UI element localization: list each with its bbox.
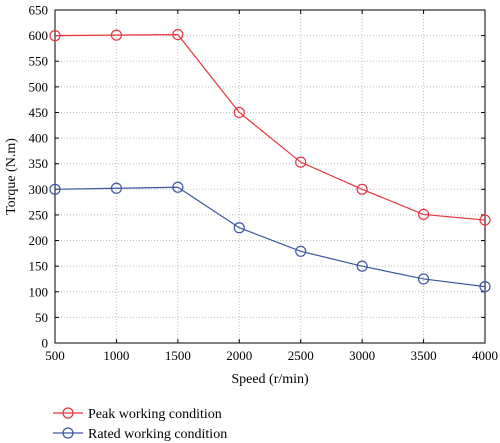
data-point bbox=[233, 222, 245, 234]
y-axis-title: Torque (N.m) bbox=[4, 138, 19, 215]
x-tick-label: 2500 bbox=[288, 348, 314, 363]
y-tick-label: 400 bbox=[29, 131, 49, 146]
series-line-0 bbox=[54, 33, 486, 221]
y-tick-label: 450 bbox=[29, 105, 49, 120]
y-tick-label: 200 bbox=[29, 233, 49, 248]
x-tick-label: 500 bbox=[45, 348, 65, 363]
data-point bbox=[110, 29, 123, 41]
plot-frame bbox=[54, 9, 486, 344]
data-point bbox=[49, 183, 61, 195]
data-point bbox=[172, 181, 184, 193]
data-point bbox=[172, 28, 184, 41]
data-point bbox=[479, 214, 491, 226]
data-point bbox=[233, 106, 245, 119]
y-tick-label: 0 bbox=[42, 336, 49, 351]
y-tick-label: 300 bbox=[29, 182, 49, 197]
x-axis-title: Speed (r/min) bbox=[231, 372, 309, 387]
legend-marker-rated bbox=[62, 427, 74, 439]
series-line-1 bbox=[54, 186, 486, 288]
data-point bbox=[417, 208, 430, 221]
data-point bbox=[479, 281, 491, 293]
x-tick-label: 2000 bbox=[226, 348, 252, 363]
x-tick-label: 3000 bbox=[349, 348, 375, 363]
series-layer bbox=[49, 28, 491, 293]
data-point bbox=[356, 260, 368, 272]
legend-item-peak: Peak working condition bbox=[53, 407, 222, 422]
y-tick-label: 150 bbox=[29, 259, 49, 274]
y-tick-label: 50 bbox=[35, 310, 48, 325]
legend-marker-peak bbox=[62, 407, 74, 419]
y-tick-label: 500 bbox=[29, 79, 49, 94]
legend-label-rated: Rated working condition bbox=[88, 427, 227, 442]
y-tick-label: 550 bbox=[29, 54, 49, 69]
grid-lines bbox=[54, 9, 486, 344]
data-point bbox=[356, 183, 368, 195]
y-tick-label: 250 bbox=[29, 207, 49, 222]
y-tick-label: 650 bbox=[29, 3, 49, 18]
data-point bbox=[49, 30, 61, 42]
axis-ticks: 500 1000 1500 2000 2500 3000 3500 4000 0 50 100 150… bbox=[29, 3, 499, 364]
y-tick-label: 100 bbox=[29, 284, 49, 299]
x-tick-label: 1000 bbox=[103, 348, 129, 363]
data-point bbox=[295, 245, 307, 257]
data-point bbox=[295, 156, 307, 168]
data-point bbox=[417, 273, 430, 285]
y-tick-label: 350 bbox=[29, 156, 49, 171]
legend-label-peak: Peak working condition bbox=[88, 407, 222, 422]
x-tick-label: 1500 bbox=[165, 348, 191, 363]
x-tick-label: 3500 bbox=[411, 348, 437, 363]
y-tick-label: 600 bbox=[29, 28, 49, 43]
x-tick-label: 4000 bbox=[472, 348, 498, 363]
legend: Peak working condition Rated working con… bbox=[53, 407, 227, 442]
data-point bbox=[110, 182, 123, 194]
legend-item-rated: Rated working condition bbox=[53, 427, 227, 442]
